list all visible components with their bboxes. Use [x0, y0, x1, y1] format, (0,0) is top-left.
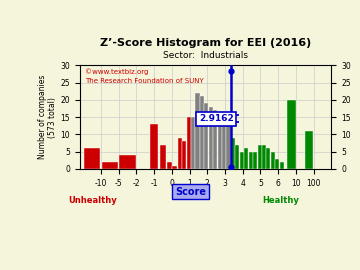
Text: Sector:  Industrials: Sector: Industrials: [163, 51, 248, 60]
Bar: [213, 110, 217, 169]
Bar: [226, 121, 230, 169]
Bar: [235, 145, 239, 169]
Title: Z’-Score Histogram for EEI (2016): Z’-Score Histogram for EEI (2016): [100, 38, 311, 48]
Bar: [182, 141, 186, 169]
Bar: [167, 162, 172, 169]
Text: Unhealthy: Unhealthy: [68, 196, 117, 205]
Bar: [287, 100, 296, 169]
Bar: [222, 121, 226, 169]
Bar: [172, 166, 177, 169]
Text: Score: Score: [175, 187, 206, 197]
Bar: [305, 131, 313, 169]
Bar: [102, 162, 118, 169]
Bar: [266, 148, 270, 169]
Text: Healthy: Healthy: [262, 196, 300, 205]
Bar: [204, 103, 208, 169]
Bar: [280, 162, 284, 169]
Bar: [191, 117, 195, 169]
Bar: [218, 117, 222, 169]
Text: ©www.textbiz.org: ©www.textbiz.org: [85, 69, 148, 75]
Text: 2.9162: 2.9162: [199, 114, 234, 123]
Bar: [209, 107, 213, 169]
Bar: [200, 96, 204, 169]
Bar: [195, 93, 199, 169]
Bar: [253, 152, 257, 169]
Bar: [262, 145, 266, 169]
Bar: [244, 148, 248, 169]
Text: The Research Foundation of SUNY: The Research Foundation of SUNY: [85, 78, 203, 84]
Bar: [240, 152, 244, 169]
Bar: [231, 138, 235, 169]
Bar: [119, 155, 136, 169]
Bar: [271, 152, 275, 169]
Bar: [249, 152, 253, 169]
Bar: [178, 138, 182, 169]
Bar: [150, 124, 158, 169]
Bar: [186, 117, 191, 169]
Bar: [257, 145, 262, 169]
Bar: [160, 145, 166, 169]
Y-axis label: Number of companies
(573 total): Number of companies (573 total): [38, 75, 57, 159]
Bar: [275, 159, 279, 169]
Bar: [84, 148, 100, 169]
